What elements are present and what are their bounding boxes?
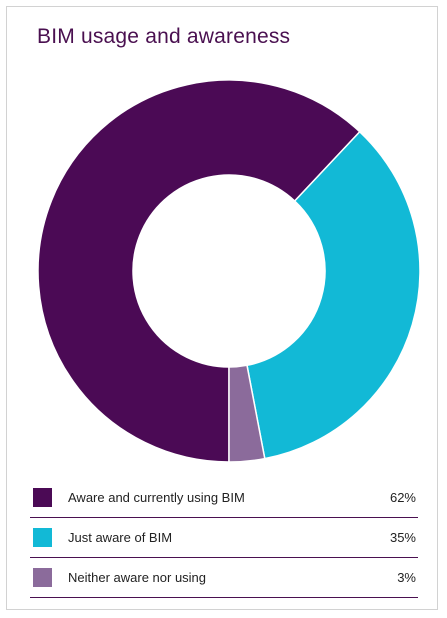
legend-value: 3% [397, 570, 416, 585]
legend-swatch [33, 568, 52, 587]
legend-value: 35% [389, 530, 416, 545]
legend-label: Just aware of BIM [68, 530, 173, 545]
legend-swatch [33, 528, 52, 547]
donut-slice-2 [246, 130, 421, 460]
legend-label: Aware and currently using BIM [68, 490, 245, 505]
donut-slice-3 [228, 364, 266, 463]
legend-item-just-aware: Just aware of BIM 35% [30, 518, 418, 558]
legend-item-neither: Neither aware nor using 3% [30, 558, 418, 598]
legend-label: Neither aware nor using [68, 570, 207, 585]
legend-item-aware-using: Aware and currently using BIM 62% [30, 478, 418, 518]
chart-title: BIM usage and awareness [37, 25, 291, 48]
legend-swatch [33, 488, 52, 507]
donut-slice-1 [37, 79, 361, 463]
legend: Aware and currently using BIM 62% Just a… [30, 478, 418, 598]
legend-value: 62% [389, 490, 416, 505]
